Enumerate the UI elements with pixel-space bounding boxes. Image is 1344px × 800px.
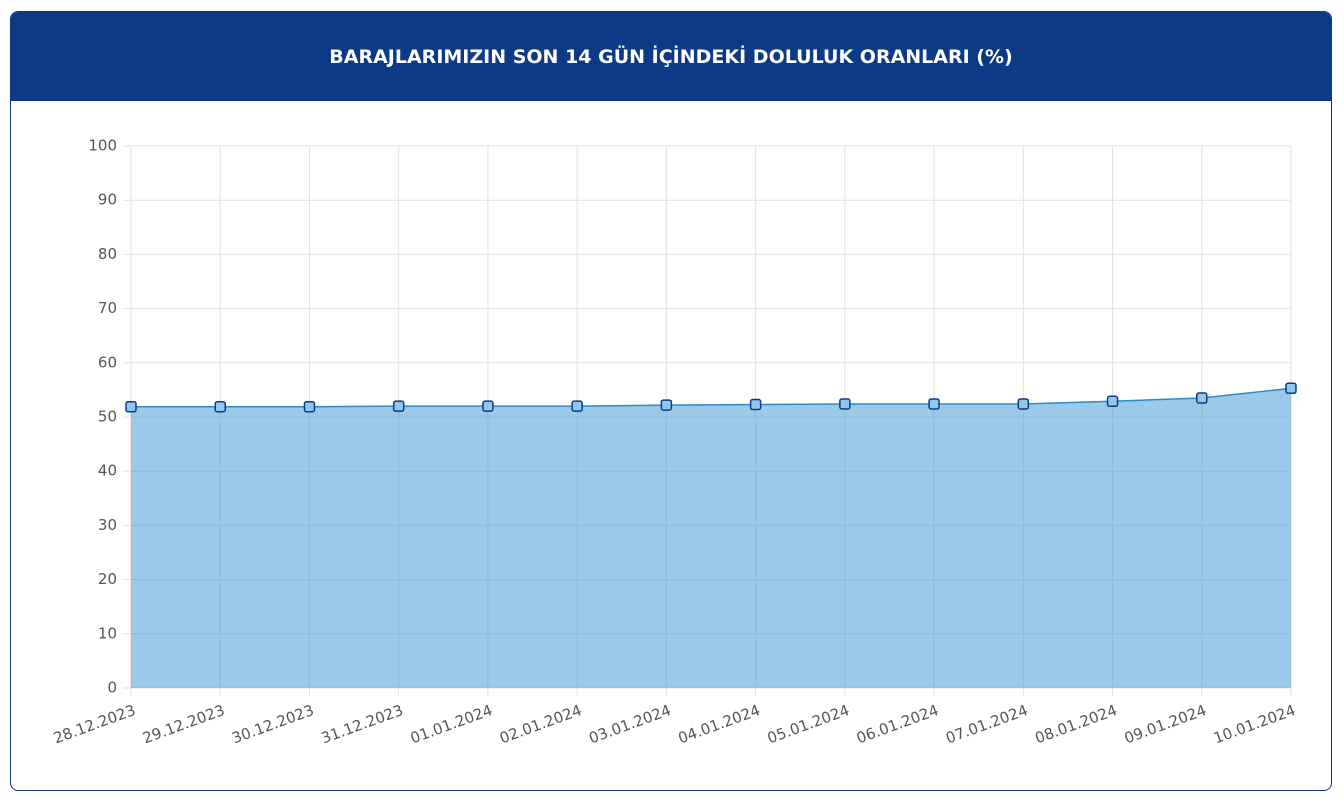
x-tick-label: 05.01.2024: [765, 701, 852, 747]
point-marker: [1017, 398, 1030, 410]
x-tick-label: 09.01.2024: [1122, 701, 1209, 747]
point-marker: [392, 400, 405, 412]
y-tick-label: 70: [98, 299, 117, 317]
point-marker: [839, 398, 851, 410]
y-tick-label: 60: [98, 353, 117, 371]
point-marker: [482, 400, 494, 412]
x-tick-label: 10.01.2024: [1211, 701, 1298, 747]
y-tick-label: 90: [98, 191, 117, 209]
line: [131, 387, 1292, 408]
y-tick-label: 20: [98, 570, 117, 588]
x-tick-label: 08.01.2024: [1033, 701, 1120, 747]
x-tick-label: 02.01.2024: [497, 701, 584, 747]
y-tick-label: 30: [98, 516, 117, 534]
x-tick-label: 30.12.2023: [230, 701, 317, 747]
x-tick-label: 28.12.2023: [51, 701, 138, 747]
point-marker: [1196, 392, 1208, 404]
point-marker: [125, 400, 137, 413]
point-marker: [571, 400, 583, 412]
point-marker: [1285, 382, 1297, 395]
y-tick-label: 100: [88, 137, 117, 155]
x-tick-label: 03.01.2024: [586, 701, 673, 747]
area: [131, 388, 1291, 688]
point-marker: [303, 400, 316, 413]
point-marker: [749, 398, 762, 411]
point-marker: [660, 399, 673, 411]
x-tick-label: 31.12.2023: [319, 701, 406, 747]
y-tick-label: 40: [98, 462, 117, 480]
x-tick-label: 07.01.2024: [943, 701, 1030, 747]
chart-card: BARAJLARIMIZIN SON 14 GÜN İÇİNDEKİ DOLUL…: [10, 11, 1332, 791]
point-marker: [928, 398, 940, 410]
x-tick-label: 04.01.2024: [676, 701, 763, 747]
x-tick-label: 01.01.2024: [408, 701, 495, 747]
y-tick-label: 80: [98, 245, 117, 263]
point-marker: [1106, 395, 1119, 408]
x-tick-label: 06.01.2024: [854, 701, 941, 747]
y-tick-label: 10: [98, 624, 117, 642]
x-tick-label: 29.12.2023: [140, 701, 227, 747]
y-tick-label: 0: [107, 679, 117, 697]
point-marker: [214, 400, 226, 413]
chart-title: BARAJLARIMIZIN SON 14 GÜN İÇİNDEKİ DOLUL…: [11, 12, 1331, 101]
y-tick-label: 50: [98, 408, 117, 426]
